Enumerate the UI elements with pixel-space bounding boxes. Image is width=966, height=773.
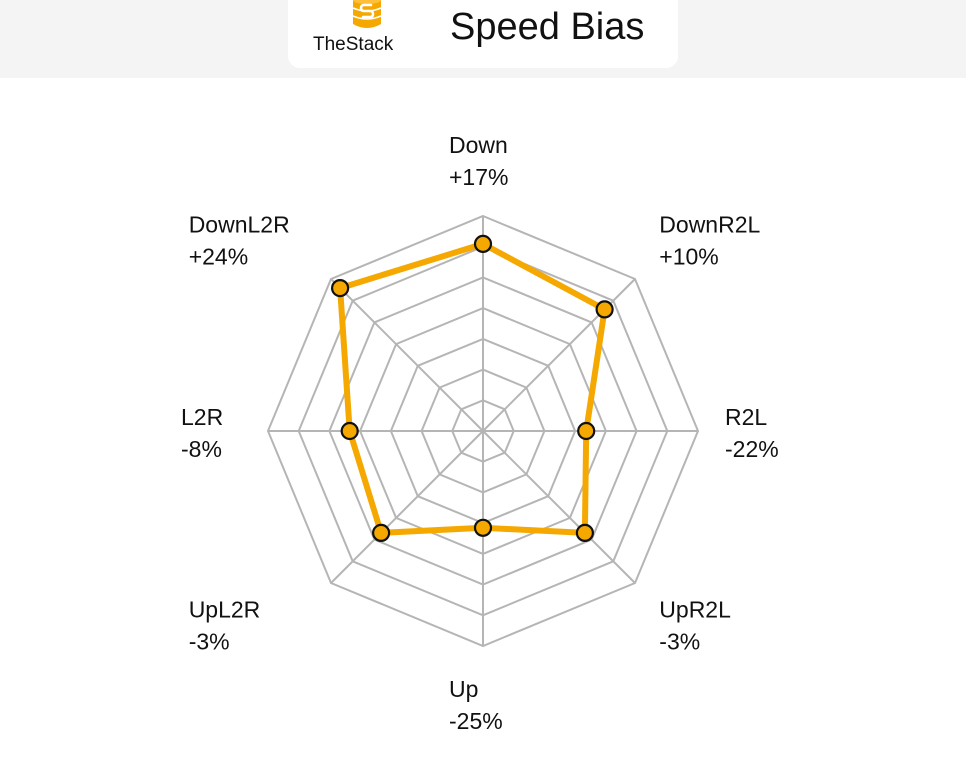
value-label-down: +17% — [449, 164, 508, 190]
grid-spoke-upr2l — [482, 430, 636, 584]
axis-label-downl2r: DownL2R — [189, 212, 290, 238]
axis-label-up: Up — [449, 676, 478, 702]
axis-label-upl2r: UpL2R — [189, 596, 261, 622]
axis-label-downr2l: DownR2L — [659, 212, 760, 238]
grid-spoke-downl2r — [330, 278, 484, 432]
grid-spoke-downr2l — [482, 278, 636, 432]
stack-database-icon — [352, 0, 382, 28]
thestack-logo: TheStack — [313, 0, 423, 58]
value-label-r2l: -22% — [725, 436, 779, 462]
axis-label-down: Down — [449, 132, 508, 158]
series-line — [337, 240, 608, 536]
logo-text: TheStack — [313, 34, 394, 55]
value-label-upr2l: -3% — [659, 628, 700, 654]
data-point-downr2l — [595, 300, 614, 319]
axis-label-r2l: R2L — [725, 404, 767, 430]
axis-label-l2r: L2R — [181, 404, 223, 430]
data-point-upl2r — [372, 523, 391, 543]
data-point-l2r — [340, 421, 359, 441]
data-point-downl2r — [331, 279, 350, 298]
grid-spoke-upl2r — [330, 430, 484, 584]
page-title: Speed Bias — [450, 6, 645, 48]
data-point-upr2l — [575, 523, 595, 543]
radar-series — [337, 240, 608, 536]
data-point-up — [473, 518, 493, 537]
value-label-downl2r: +24% — [189, 244, 248, 270]
data-point-r2l — [577, 421, 596, 441]
value-label-downr2l: +10% — [659, 244, 718, 270]
value-label-upl2r: -3% — [189, 628, 230, 654]
radar-grid — [266, 214, 700, 648]
value-label-l2r: -8% — [181, 436, 222, 462]
axis-labels: Down +17% DownR2L +10% R2L -22% UpR2L -3% Up -25%… — [181, 132, 779, 734]
data-point-down — [473, 234, 493, 253]
radar-markers — [331, 234, 614, 543]
value-label-up: -25% — [449, 708, 503, 734]
axis-label-upr2l: UpR2L — [659, 596, 731, 622]
